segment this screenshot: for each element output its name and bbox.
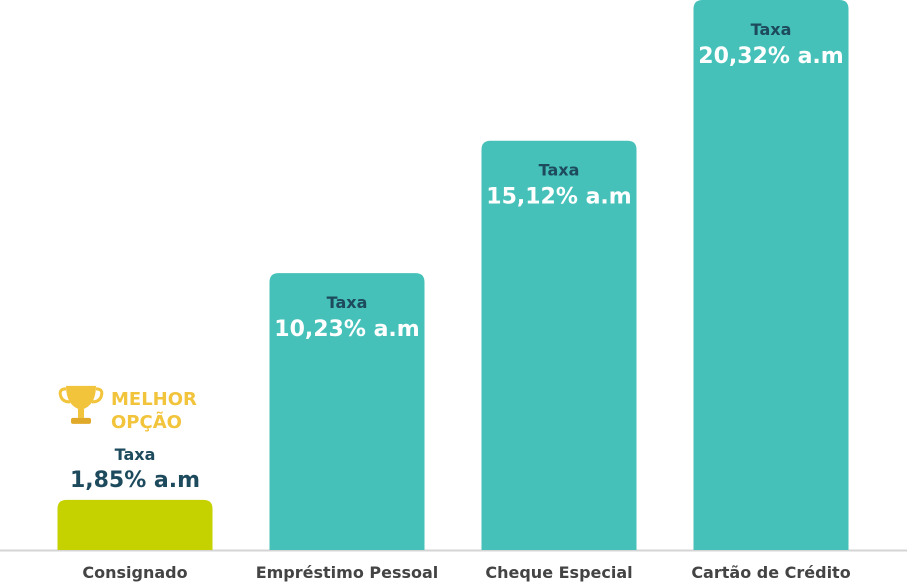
trophy-stem — [78, 408, 84, 418]
trophy-icon — [58, 385, 104, 424]
value-label: 15,12% a.m — [486, 185, 631, 210]
value-label: 10,23% a.m — [274, 317, 419, 342]
x-tick-label: Cartão de Crédito — [691, 563, 850, 582]
x-tick-label: Consignado — [82, 563, 187, 582]
annotation: OPÇÃO — [111, 410, 182, 433]
bar — [693, 0, 849, 550]
value-label: 20,32% a.m — [698, 44, 843, 69]
bar-caption: Taxa — [327, 293, 368, 312]
x-tick-label: Empréstimo Pessoal — [256, 563, 439, 582]
annotation: MELHOR — [111, 389, 197, 410]
trophy-handles — [58, 387, 104, 404]
bar-caption: Taxa — [751, 20, 792, 39]
bar — [269, 273, 425, 550]
value-label: 1,85% a.m — [70, 468, 200, 493]
bar — [481, 140, 637, 550]
x-tick-label: Cheque Especial — [485, 563, 632, 582]
bar-caption: Taxa — [115, 445, 156, 464]
trophy-base — [71, 417, 91, 424]
bar-caption: Taxa — [539, 161, 580, 180]
trophy-cup — [66, 385, 96, 410]
bar — [57, 499, 213, 550]
